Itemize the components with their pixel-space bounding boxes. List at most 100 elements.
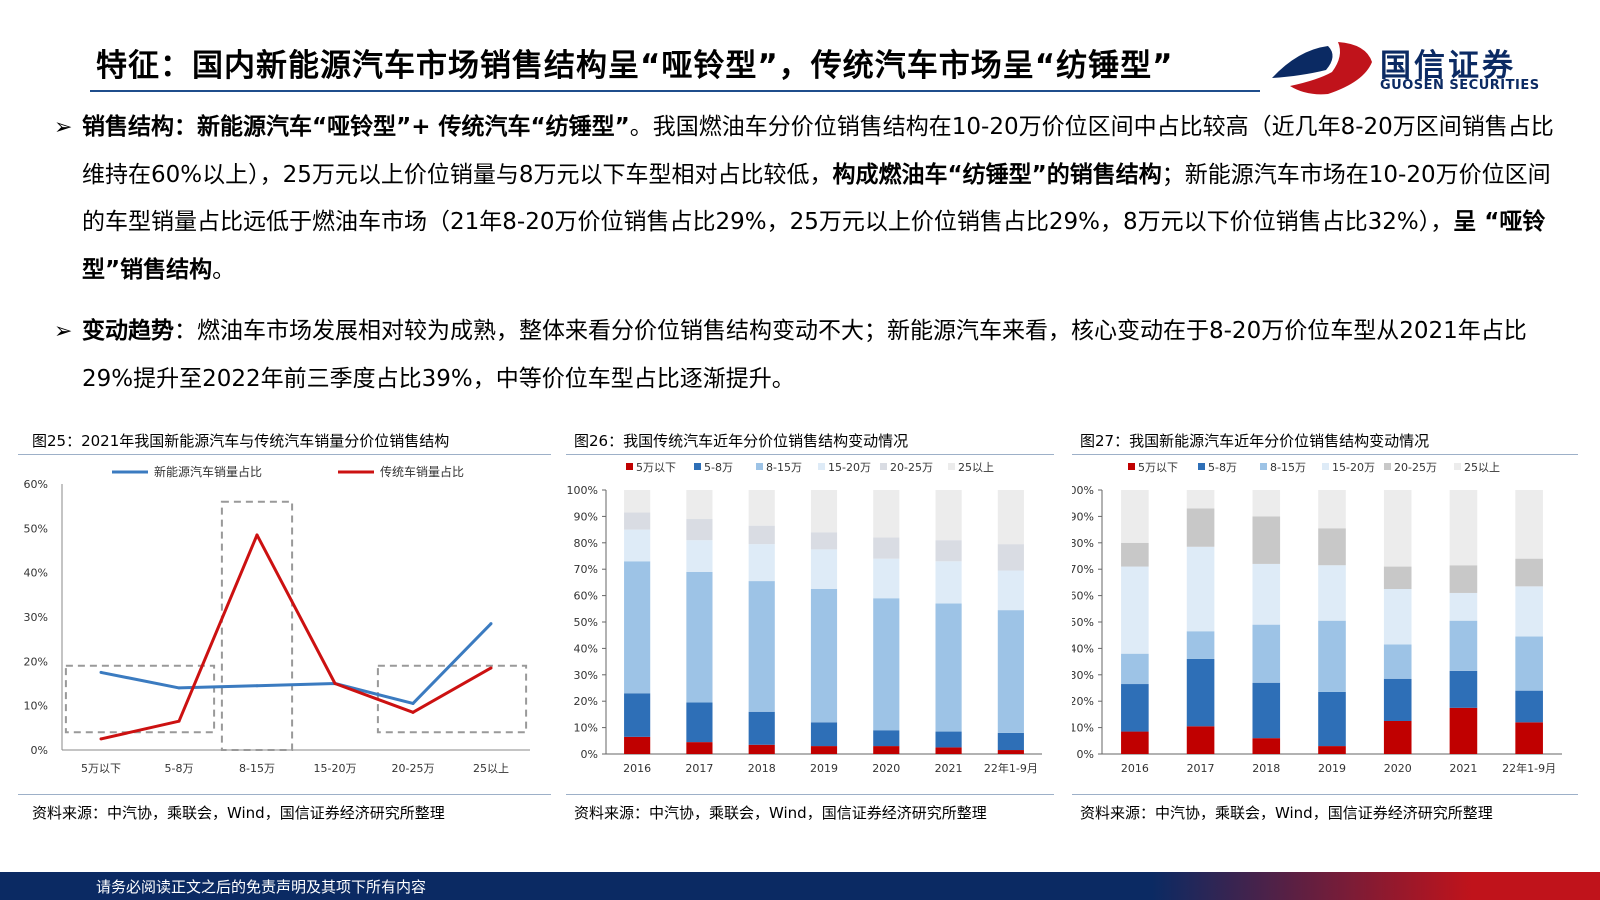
- bar-segment-5: [935, 490, 962, 541]
- x-tick-label: 8-15万: [239, 762, 275, 775]
- x-tick-label: 25以上: [473, 762, 509, 775]
- bar-segment-1: [810, 722, 838, 747]
- x-tick-label: 22年1-9月: [984, 761, 1038, 775]
- paragraph-text: 。: [212, 256, 236, 283]
- figure-26-source: 资料来源：中汽协，乘联会，Wind，国信证券经济研究所整理: [574, 804, 987, 822]
- bar-segment-4: [873, 537, 900, 559]
- stacked-bar-chart-nev: 0% 10% 20% 30% 40% 50% 60% 70% 80% 90% 100% 2016 201…: [1072, 461, 1562, 775]
- bar-segment-2: [1186, 631, 1215, 659]
- bar-segment-3: [997, 570, 1024, 611]
- bar-segment-0: [1515, 722, 1543, 754]
- bar-segment-4: [686, 519, 713, 541]
- x-tick-label: 2018: [1252, 762, 1280, 775]
- bar-segment-4: [1121, 542, 1149, 567]
- data-point: [99, 737, 103, 741]
- logo-text-cn: 国信证券: [1380, 48, 1516, 84]
- x-tick-label: 15-20万: [314, 762, 357, 775]
- y-tick-label: 10%: [1072, 722, 1094, 735]
- bar-segment-4: [810, 532, 838, 550]
- legend-label: 5万以下: [636, 461, 676, 474]
- figure-25-title: 图25：2021年我国新能源汽车与传统汽车销量分价位销售结构: [32, 432, 450, 450]
- annotation-dashed-box: [64, 664, 216, 734]
- bar-segment-2: [810, 589, 838, 723]
- x-tick-label: 2019: [1318, 762, 1346, 775]
- bar-segment-2: [873, 598, 900, 731]
- legend-swatch: [626, 463, 633, 470]
- bar-segment-3: [1449, 592, 1478, 621]
- series-line-0: [100, 622, 493, 705]
- figure-27-title: 图27：我国新能源汽车近年分价位销售结构变动情况: [1080, 432, 1430, 450]
- bar-segment-0: [873, 746, 900, 754]
- y-tick-label: 40%: [24, 567, 48, 580]
- bar-segment-0: [624, 736, 651, 754]
- bar-segment-2: [1252, 624, 1281, 683]
- bar-segment-2: [686, 571, 713, 703]
- legend-label: 5-8万: [704, 461, 733, 474]
- x-tick-label: 22年1-9月: [1502, 761, 1556, 775]
- legend-label: 15-20万: [1332, 461, 1375, 474]
- bar-segment-4: [1515, 558, 1543, 587]
- y-tick-label: 60%: [574, 590, 598, 603]
- legend-swatch: [1454, 463, 1461, 470]
- y-tick-label: 80%: [1072, 537, 1094, 550]
- y-tick-label: 40%: [1072, 642, 1094, 655]
- y-tick-label: 70%: [574, 563, 598, 576]
- bar-segment-3: [1186, 546, 1215, 632]
- paragraph-lead: 销售结构：新能源汽车“哑铃型”+ 传统汽车“纺锤型”: [82, 114, 630, 140]
- bar-segment-1: [686, 702, 713, 743]
- bar-segment-1: [1383, 678, 1412, 721]
- paragraph-text: ；新能源汽车市场在10-20万价位区间的车型销量占比远低于燃油车市场（21年8-…: [82, 161, 1551, 236]
- figure-26-bottom-rule: [566, 794, 1054, 795]
- annotation-dashed-box: [220, 500, 294, 751]
- figure-27-bottom-rule: [1072, 794, 1578, 795]
- paragraph-sales-structure: ➢ 销售结构：新能源汽车“哑铃型”+ 传统汽车“纺锤型”。我国燃油车分价位销售结…: [54, 104, 1554, 294]
- figure-25-rule: [18, 454, 551, 455]
- bar-segment-2: [997, 610, 1024, 733]
- bar-segment-2: [1318, 620, 1346, 692]
- title-divider: [90, 90, 1260, 92]
- bar-segment-5: [1121, 490, 1149, 543]
- company-logo: 国信证券 GUOSEN SECURITIES: [1268, 36, 1598, 100]
- legend-label: 5万以下: [1138, 461, 1178, 474]
- bar-segment-4: [997, 544, 1024, 571]
- figure-26-title: 图26：我国传统汽车近年分价位销售结构变动情况: [574, 432, 909, 450]
- bar-segment-1: [935, 731, 962, 748]
- bullet-arrow-icon: ➢: [54, 115, 73, 140]
- legend-swatch: [1198, 463, 1205, 470]
- bar-segment-0: [997, 750, 1024, 754]
- figure-27-rule: [1072, 454, 1578, 455]
- page-title: 特征：国内新能源汽车市场销售结构呈“哑铃型”，传统汽车市场呈“纺锤型”: [96, 48, 1174, 84]
- y-tick-label: 60%: [24, 478, 48, 491]
- bar-segment-3: [624, 529, 651, 562]
- data-point: [489, 666, 493, 670]
- bar-segment-3: [810, 549, 838, 589]
- legend-label: 传统车销量占比: [380, 464, 464, 479]
- bar-segment-5: [624, 490, 651, 513]
- bar-segment-4: [1449, 565, 1478, 593]
- bar-segment-5: [1186, 490, 1215, 509]
- y-tick-label: 20%: [24, 655, 48, 668]
- y-tick-label: 10%: [24, 700, 48, 713]
- legend-swatch: [948, 463, 955, 470]
- paragraph-lead: 变动趋势: [82, 318, 174, 344]
- legend-label: 25以上: [958, 461, 994, 474]
- bar-segment-4: [748, 525, 775, 545]
- legend-label: 20-25万: [1394, 461, 1437, 474]
- bar-segment-4: [1318, 528, 1346, 566]
- legend-label: 15-20万: [828, 461, 871, 474]
- bar-segment-4: [1252, 516, 1281, 564]
- x-tick-label: 2017: [685, 762, 713, 775]
- bar-segment-0: [1121, 731, 1149, 754]
- logo-mark-icon: [1272, 42, 1372, 95]
- bar-segment-3: [935, 561, 962, 604]
- bar-segment-4: [624, 512, 651, 530]
- x-tick-label: 2016: [623, 762, 651, 775]
- legend-label: 20-25万: [890, 461, 933, 474]
- data-point: [411, 710, 415, 714]
- figure-27-source: 资料来源：中汽协，乘联会，Wind，国信证券经济研究所整理: [1080, 804, 1493, 822]
- bar-segment-5: [1515, 490, 1543, 559]
- legend-swatch: [694, 463, 701, 470]
- y-tick-label: 40%: [574, 642, 598, 655]
- bar-segment-1: [1318, 691, 1346, 747]
- legend-label: 8-15万: [766, 461, 802, 474]
